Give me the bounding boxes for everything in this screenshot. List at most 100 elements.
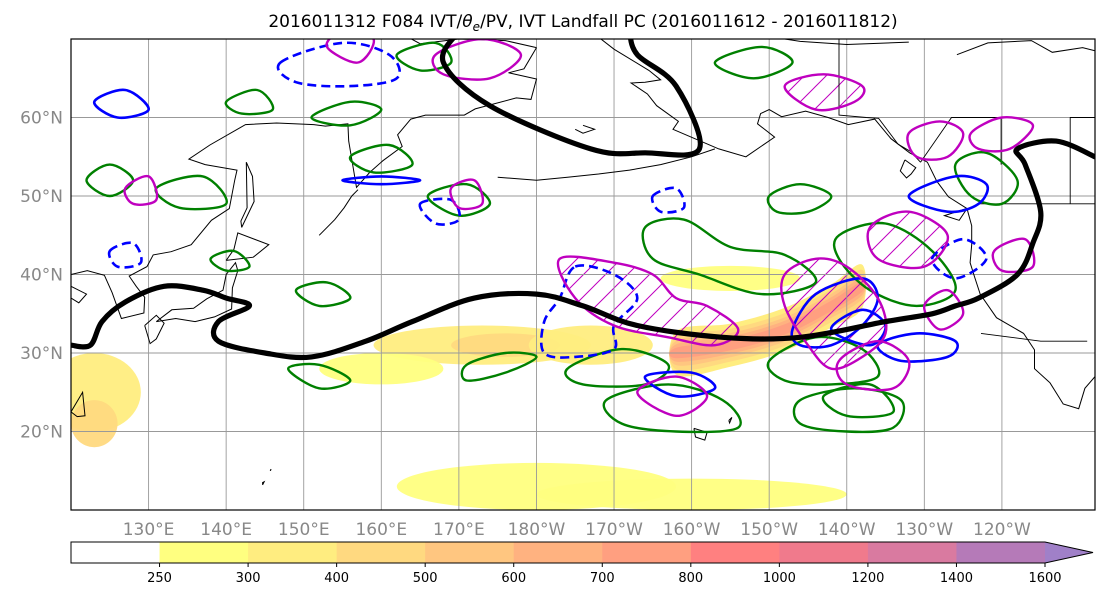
theta-e-contour <box>953 151 1019 206</box>
pc-contour <box>923 288 965 331</box>
theta-e-contour <box>348 143 414 174</box>
lat-tick-label: 60°N <box>20 109 63 129</box>
lon-tick-label: 160°E <box>355 520 407 540</box>
pv-contour-dashed <box>539 264 639 359</box>
theta-e-contour <box>287 362 352 390</box>
pc-contour <box>835 339 911 392</box>
pc-contour <box>325 39 376 64</box>
pc-contour <box>123 174 159 206</box>
colorbar-extend-arrow <box>1045 542 1093 563</box>
lon-tick-label: 140°E <box>200 520 252 540</box>
border-line <box>920 117 1002 165</box>
pv-contour-solid <box>907 174 990 214</box>
map-plot-area <box>70 38 1096 511</box>
pc-contour <box>780 257 888 371</box>
jet-contour <box>71 39 1095 361</box>
pv-contour-solid <box>876 332 959 363</box>
colorbar-segment <box>336 542 426 563</box>
pc-hatch-region <box>781 258 887 370</box>
pv-contour-solid <box>643 370 717 398</box>
lon-tick-label: 130°W <box>895 520 953 540</box>
colorbar-segment <box>602 542 692 563</box>
colorbar-tick-label: 800 <box>678 571 703 586</box>
coastline <box>144 314 165 345</box>
lat-tick-label: 50°N <box>20 187 63 207</box>
chart-title: 2016011312 F084 IVT/θe/PV, IVT Landfall … <box>268 12 897 34</box>
coastline <box>155 261 239 323</box>
pv-contour-solid <box>341 175 422 186</box>
colorbar-segment <box>867 542 957 563</box>
coastline <box>71 285 88 304</box>
pv-contour-solid <box>93 88 150 120</box>
colorbar-outline <box>70 541 1094 564</box>
pc-contours <box>123 39 1036 417</box>
jet-contour-line <box>71 138 1095 361</box>
lat-tick-label: 30°N <box>20 344 63 364</box>
lon-tick-label: 180°W <box>508 520 566 540</box>
pc-contour <box>556 255 740 347</box>
pc-contour <box>968 116 1035 153</box>
colorbar-tick-label: 1200 <box>851 571 884 586</box>
coastline <box>600 39 1095 410</box>
pv-contour-dashed <box>107 241 143 269</box>
colorbar-segment <box>248 542 338 563</box>
colorbar-tick-label: 1600 <box>1028 571 1061 586</box>
coastline <box>574 124 597 134</box>
theta-e-contour <box>832 221 957 308</box>
colorbar-tick-label: 300 <box>236 571 261 586</box>
theta-e-contour <box>641 217 818 296</box>
lon-tick-label: 160°W <box>663 520 721 540</box>
colorbar-tick-label: 500 <box>413 571 438 586</box>
theta-e-contour <box>154 174 228 211</box>
ivt-fill-region <box>71 400 118 448</box>
lon-tick-label: 140°W <box>818 520 876 540</box>
colorbar-segment <box>159 542 249 563</box>
colorbar-segment <box>690 542 780 563</box>
lat-tick-label: 40°N <box>20 266 63 286</box>
theta-e-contour <box>209 249 251 273</box>
pv-contour-dashed <box>276 41 401 88</box>
coastline <box>262 480 266 486</box>
theta-e-contour <box>713 45 794 80</box>
colorbar-segment <box>513 542 603 563</box>
pv-contour-dashed <box>930 237 988 280</box>
border-line <box>1069 117 1095 204</box>
theta-e-contour <box>310 100 383 127</box>
pc-contour <box>449 178 484 211</box>
lon-tick-label: 150°W <box>740 520 798 540</box>
pc-hatch-layer <box>557 74 948 370</box>
ivt-river-band <box>669 280 867 359</box>
pv-contours <box>93 41 990 398</box>
theta-e-contour <box>602 383 742 434</box>
pc-hatch-region <box>557 256 739 346</box>
coastline <box>956 40 1095 56</box>
coastline <box>71 47 538 320</box>
pc-contour <box>906 120 965 161</box>
pc-contour <box>636 375 709 417</box>
coastline <box>71 390 86 418</box>
lat-tick-label: 20°N <box>20 423 63 443</box>
pc-hatch-region <box>867 211 948 268</box>
colorbar-segment <box>956 542 1046 563</box>
pc-contour <box>783 73 866 112</box>
coastline <box>497 148 716 181</box>
theta-e-contour <box>395 41 453 72</box>
colorbar: 250 300 400 500 600 700 800 1000 1200 1400 1600 <box>70 541 1094 586</box>
jet-contour-arc <box>439 39 703 158</box>
pc-hatch-region <box>784 74 865 111</box>
theta-e-contour <box>224 88 275 116</box>
theta-e-contour <box>294 280 352 308</box>
coastline <box>899 159 917 179</box>
lon-tick-label: 120°W <box>973 520 1031 540</box>
colorbar-segment <box>779 542 869 563</box>
coastline <box>269 468 272 472</box>
colorbar-tick-label: 700 <box>590 571 615 586</box>
colorbar-segment <box>71 542 161 563</box>
pc-contour <box>991 237 1036 274</box>
colorbar-tick-label: 600 <box>501 571 526 586</box>
coastline <box>728 417 733 425</box>
lon-tick-label: 150°E <box>278 520 330 540</box>
coastlines <box>71 39 1095 486</box>
longitude-labels: 130°E 140°E 150°E 160°E 170°E 180°W 170°W 160°W… <box>123 520 1031 540</box>
